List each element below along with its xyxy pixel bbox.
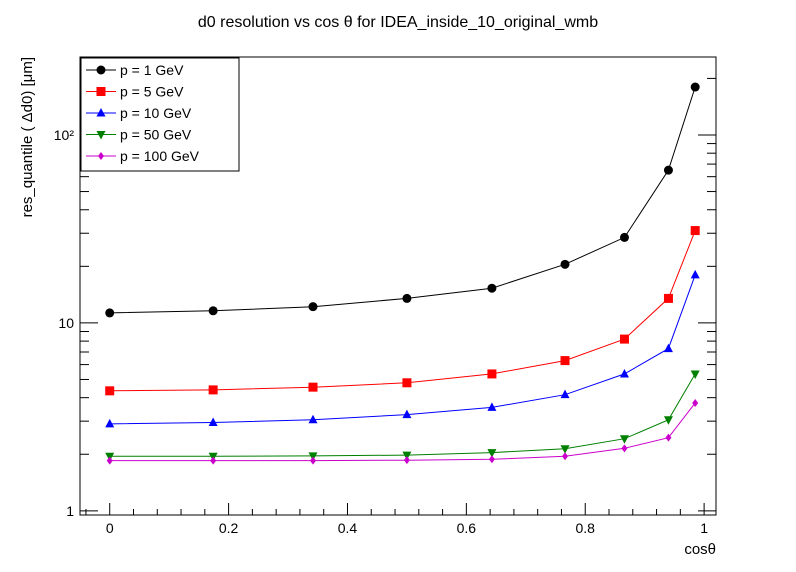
data-point (619, 334, 629, 344)
data-point (308, 382, 318, 392)
data-point (619, 368, 629, 378)
legend-entry: p = 100 GeV (86, 148, 200, 164)
legend-label: p = 5 GeV (120, 84, 184, 100)
y-tick-label: 1 (66, 503, 74, 519)
legend-label: p = 50 GeV (120, 127, 192, 143)
data-point (208, 306, 218, 316)
data-point (308, 302, 318, 312)
plot-frame (79, 56, 717, 516)
y-tick-label: 10² (54, 127, 75, 143)
data-point (487, 369, 497, 379)
y-axis-label: res_quantile ( Δd0) [μm] (19, 57, 36, 217)
data-point (663, 293, 673, 303)
legend-label: p = 1 GeV (120, 62, 184, 78)
data-point (665, 433, 672, 442)
data-point (403, 456, 410, 465)
data-point (106, 456, 113, 465)
series-0 (105, 82, 700, 318)
data-point (105, 308, 115, 318)
legend-entry: p = 5 GeV (86, 84, 184, 100)
legend-entry: p = 10 GeV (86, 105, 192, 121)
data-point (690, 82, 700, 92)
data-point (210, 456, 217, 465)
series-layer (105, 82, 700, 465)
data-point (308, 414, 318, 424)
legend-marker (96, 87, 106, 96)
data-point (105, 386, 115, 396)
data-point (562, 452, 569, 461)
series-line (109, 402, 696, 462)
legend-entry: p = 1 GeV (86, 62, 184, 78)
legend-marker (96, 131, 106, 140)
data-point (402, 293, 412, 303)
data-point (690, 370, 700, 379)
series-2 (105, 269, 700, 428)
data-point (105, 418, 115, 428)
data-point (663, 343, 673, 353)
legend: p = 1 GeV p = 5 GeV p = 10 GeV p = 50 GeV p … (80, 57, 240, 172)
data-point (402, 409, 412, 419)
y-tick-label: 10 (58, 315, 74, 331)
data-point (621, 444, 628, 453)
data-point (208, 417, 218, 427)
data-point (402, 451, 412, 461)
x-tick-label: 0.8 (575, 520, 595, 536)
legend-box (80, 57, 240, 172)
legend-marker (96, 108, 106, 117)
data-point (488, 455, 495, 464)
x-tick-label: 1 (700, 520, 708, 536)
data-point (487, 283, 497, 293)
data-point (690, 269, 700, 279)
data-point (402, 378, 412, 388)
data-point (560, 356, 570, 366)
chart-title: d0 resolution vs cos θ for IDEA_inside_1… (198, 14, 598, 31)
series-1 (105, 226, 700, 396)
legend-label: p = 10 GeV (120, 105, 192, 121)
data-point (560, 259, 570, 269)
data-point (692, 398, 699, 407)
legend-marker (96, 65, 106, 75)
data-point (663, 416, 673, 425)
x-axis-label: cosθ (684, 541, 716, 558)
data-point (560, 445, 570, 454)
x-tick-label: 0 (106, 520, 114, 536)
data-point (487, 402, 497, 411)
x-tick-label: 0.4 (338, 520, 358, 536)
series-4 (106, 398, 699, 465)
data-point (690, 226, 700, 236)
data-point (208, 385, 218, 395)
data-point (310, 456, 317, 465)
x-tick-label: 0.6 (457, 520, 477, 536)
legend-entry: p = 50 GeV (86, 127, 192, 143)
data-point (663, 165, 673, 175)
data-point (619, 435, 629, 444)
x-axis: 0 0.2 0.4 0.6 0.8 1 (85, 503, 708, 536)
data-point (487, 449, 497, 458)
data-point (619, 232, 629, 242)
y-axis: 1 10 10² (54, 77, 716, 519)
legend-label: p = 100 GeV (120, 148, 200, 164)
series-line (109, 274, 696, 425)
x-tick-label: 0.2 (219, 520, 239, 536)
data-point (560, 389, 570, 399)
legend-marker (98, 152, 104, 160)
